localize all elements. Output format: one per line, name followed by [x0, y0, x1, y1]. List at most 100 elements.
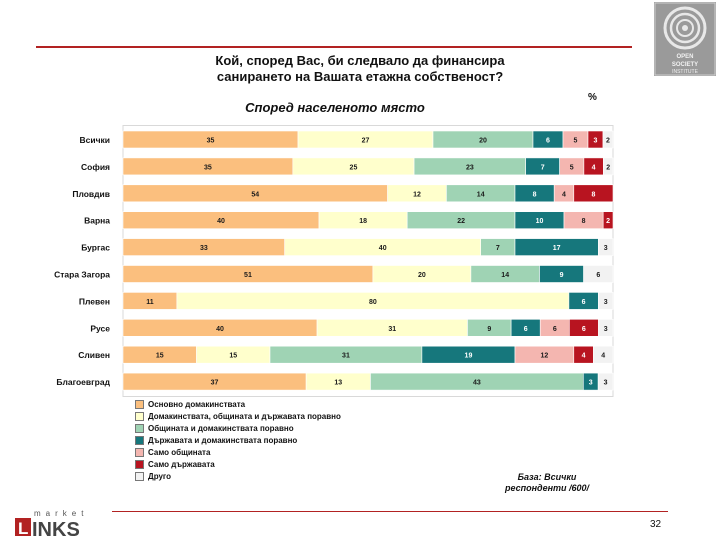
data-label: 3	[604, 326, 608, 333]
title-line-2: санирането на Вашата етажна собственост?	[216, 69, 504, 84]
category-label: Благоевград	[56, 377, 110, 387]
base-note-line-2: респонденти /600/	[504, 483, 590, 493]
legend-label: Основно домакинствата	[148, 399, 246, 409]
bar-segment	[602, 130, 614, 149]
data-label: 2	[606, 218, 610, 225]
market-links-logo: market L INKS	[15, 509, 83, 538]
bar-segment	[573, 184, 614, 203]
data-label: 6	[524, 326, 528, 333]
legend-swatch	[135, 459, 144, 469]
open-society-logo: OPEN SOCIETY INSTITUTE	[654, 2, 716, 76]
data-label: 43	[473, 380, 481, 387]
data-label: 6	[596, 272, 600, 279]
legend-label: Общината и домакинствата поравно	[148, 423, 294, 433]
legend-item: Основно домакинствата	[135, 398, 341, 410]
plot-area	[122, 125, 614, 397]
category-label: Бургас	[81, 243, 110, 253]
svg-text:L: L	[18, 519, 28, 538]
data-label: 4	[562, 191, 566, 198]
data-label: 8	[591, 191, 595, 198]
title-line-1: Кой, според Вас, би следвало да финансир…	[215, 53, 505, 68]
data-label: 23	[466, 164, 474, 171]
legend-label: Само общината	[148, 447, 211, 457]
data-label: 8	[582, 218, 586, 225]
data-label: 4	[601, 353, 605, 360]
legend-item: Държавата и домакинствата поравно	[135, 434, 341, 446]
data-label: 31	[388, 326, 396, 333]
data-label: 10	[536, 218, 544, 225]
category-label: Плевен	[79, 296, 110, 306]
data-label: 35	[207, 138, 215, 145]
unit-label: %	[588, 92, 597, 103]
data-label: 7	[496, 245, 500, 252]
legend-label: Домакинствата, общината и държавата пора…	[148, 411, 341, 421]
data-label: 3	[594, 138, 598, 145]
category-label: Пловдив	[72, 189, 110, 199]
bar-segment	[597, 372, 614, 391]
data-label: 40	[217, 218, 225, 225]
data-label: 15	[229, 353, 237, 360]
data-label: 40	[379, 245, 387, 252]
data-label: 5	[570, 164, 574, 171]
data-label: 18	[359, 218, 367, 225]
data-label: 19	[465, 353, 473, 360]
data-label: 14	[477, 191, 485, 198]
bar-segment	[602, 211, 614, 229]
category-label: Всички	[79, 135, 110, 145]
data-label: 12	[413, 191, 421, 198]
page-title: Кой, според Вас, би следвало да финансир…	[150, 53, 570, 85]
legend-item: Само общината	[135, 446, 341, 458]
legend-label: Държавата и домакинствата поравно	[148, 435, 298, 445]
page-number: 32	[650, 519, 662, 530]
data-label: 9	[487, 326, 491, 333]
legend-label: Само държавата	[148, 459, 215, 469]
legend-item: Само държавата	[135, 458, 341, 470]
data-label: 12	[541, 353, 549, 360]
data-label: 6	[546, 138, 550, 145]
data-label: 80	[369, 299, 377, 306]
data-label: 4	[592, 164, 596, 171]
data-label: 4	[582, 353, 586, 360]
category-label: Варна	[84, 216, 110, 226]
bar-segment	[602, 157, 614, 176]
data-label: 15	[156, 353, 164, 360]
data-label: 40	[216, 326, 224, 333]
svg-text:OPEN: OPEN	[676, 54, 693, 60]
bar-segment	[593, 345, 614, 364]
data-label: 20	[418, 272, 426, 279]
data-label: 2	[606, 164, 610, 171]
data-label: 6	[582, 326, 586, 333]
data-label: 20	[479, 138, 487, 145]
data-label: 3	[604, 299, 608, 306]
base-note: База: Всички респонденти /600/	[482, 472, 612, 494]
bar-segment	[598, 318, 614, 337]
data-label: 27	[362, 138, 370, 145]
chart-subtitle: Според населеното място	[245, 100, 425, 115]
bottom-divider	[112, 511, 668, 512]
data-label: 11	[146, 299, 154, 306]
data-label: 37	[211, 380, 219, 387]
base-note-line-1: База: Всички	[517, 472, 577, 482]
category-label: Русе	[90, 323, 110, 333]
data-label: 6	[582, 299, 586, 306]
category-label: София	[81, 162, 110, 172]
data-label: 13	[334, 380, 342, 387]
data-label: 2	[606, 138, 610, 145]
svg-text:INSTITUTE: INSTITUTE	[672, 69, 698, 75]
data-label: 9	[560, 272, 564, 279]
legend-item: Друго	[135, 470, 341, 482]
legend-swatch	[135, 423, 144, 433]
bar-segment	[597, 238, 614, 256]
svg-text:SOCIETY: SOCIETY	[672, 62, 698, 68]
legend-swatch	[135, 471, 144, 481]
legend-swatch	[135, 399, 144, 409]
legend-item: Домакинствата, общината и държавата пора…	[135, 410, 341, 422]
legend-label: Друго	[148, 471, 172, 481]
top-divider	[36, 46, 632, 48]
chart-legend: Основно домакинствата Домакинствата, общи…	[135, 398, 341, 482]
bar-segment	[583, 265, 614, 283]
data-label: 14	[501, 272, 509, 279]
data-label: 35	[204, 164, 212, 171]
data-label: 54	[251, 191, 259, 198]
